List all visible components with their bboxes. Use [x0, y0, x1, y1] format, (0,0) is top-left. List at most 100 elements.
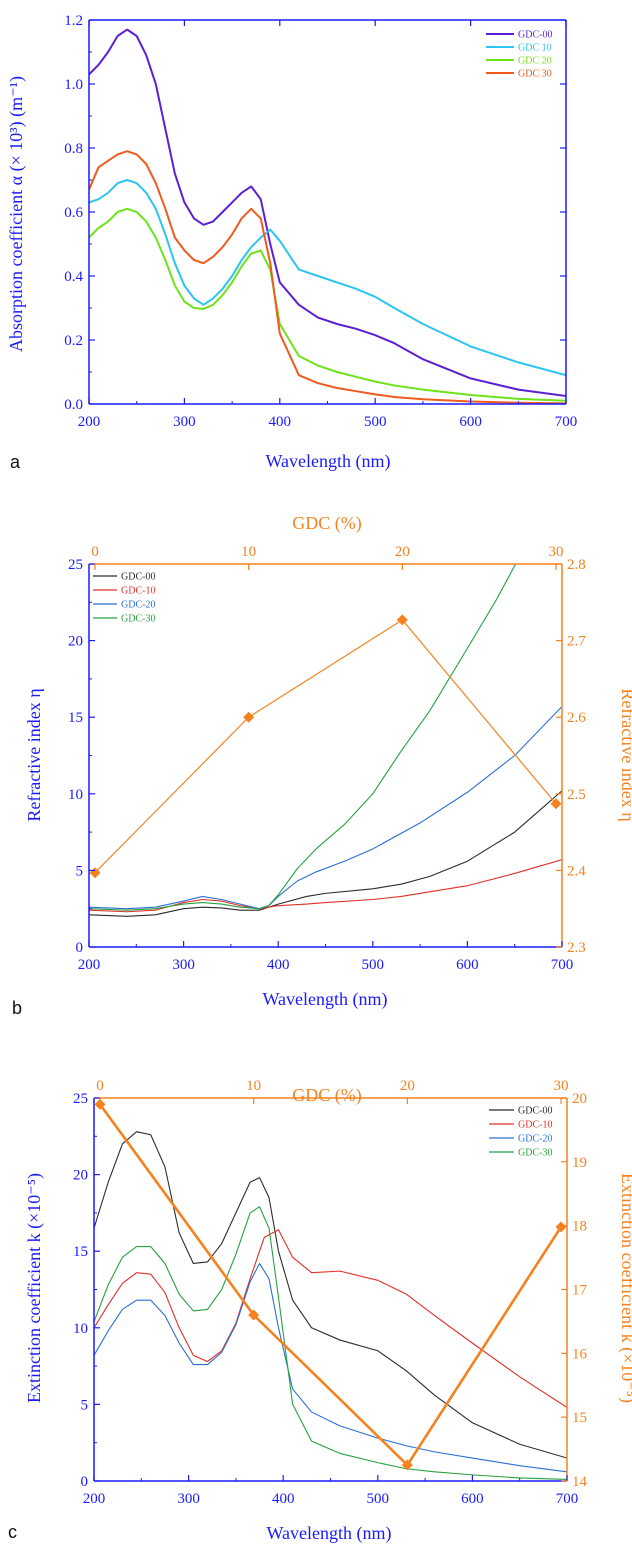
series-line	[94, 1206, 567, 1481]
x-tick-label: 400	[272, 1491, 295, 1507]
legend-label: GDC-20	[121, 600, 155, 611]
y-tick-label: 0.0	[64, 397, 83, 413]
panel-b-x-axis-title: Wavelength (nm)	[262, 989, 387, 1010]
legend-label: GDC-00	[518, 1106, 552, 1117]
y-tick-label: 15	[73, 1244, 88, 1260]
panel-c-x2-axis-title: GDC (%)	[292, 1085, 362, 1106]
panel-b-plot-area: 200 300 400 500 600 700 0 5 10 15 20 25 0 10 20 30 2.3 2.…	[68, 544, 586, 973]
panel-b-y-axis-title: Refractive index η	[24, 688, 44, 821]
x2-tick-label: 20	[395, 544, 410, 560]
x-tick-label: 300	[172, 957, 195, 973]
gdc-diamond-marker	[243, 711, 255, 723]
x2-tick-label: 10	[246, 1078, 261, 1094]
x2-tick-label: 10	[241, 544, 256, 560]
legend-label: GDC 20	[518, 56, 552, 67]
legend-item: GDC-10	[489, 1120, 552, 1131]
gdc-diamond-marker	[396, 614, 408, 626]
x-tick-label: 400	[267, 957, 290, 973]
y-tick-label: 10	[73, 1321, 88, 1337]
x2-tick-label: 0	[96, 1078, 104, 1094]
panel-b-legend: GDC-00 GDC-10 GDC-20 GDC-30	[93, 572, 155, 625]
y2-tick-label: 20	[572, 1091, 587, 1107]
x-tick-label: 700	[556, 1491, 579, 1507]
gdc-series-line	[94, 619, 557, 874]
y-tick-label: 0.6	[64, 205, 83, 221]
legend-item: GDC-00	[489, 1106, 552, 1117]
legend-item: GDC-20	[489, 1134, 552, 1145]
legend-label: GDC-10	[121, 586, 155, 597]
panel-a-legend: GDC-00 GDC 10 GDC 20 GDC 30	[486, 30, 552, 80]
legend-label: GDC-30	[121, 614, 155, 625]
x-tick-label: 600	[456, 957, 479, 973]
panel-c-x-axis-title: Wavelength (nm)	[266, 1523, 391, 1544]
series-group	[94, 1131, 567, 1481]
y-tick-label: 0.8	[64, 141, 83, 157]
panel-b: 200 300 400 500 600 700 0 5 10 15 20 25 0 10 20 30 2.3 2.…	[12, 513, 632, 1018]
legend-item: GDC 30	[486, 69, 552, 80]
series-line	[94, 1131, 567, 1459]
y-tick-label: 10	[68, 787, 83, 803]
x-tick-label: 300	[173, 414, 196, 430]
x-tick-label: 200	[78, 414, 101, 430]
y2-tick-label: 16	[572, 1346, 588, 1362]
series-line	[89, 859, 562, 913]
panel-a-x-axis-title: Wavelength (nm)	[265, 451, 390, 472]
legend-item: GDC-20	[93, 600, 155, 611]
panel-b-y2-axis-title: Refractive index η	[618, 688, 632, 821]
y2-tick-label: 15	[572, 1410, 587, 1426]
y-tick-label: 25	[68, 557, 83, 573]
y-tick-label: 0.4	[64, 269, 83, 285]
gdc-diamond-marker	[248, 1309, 260, 1321]
x-tick-label: 600	[459, 414, 482, 430]
x-tick-label: 200	[78, 957, 101, 973]
y-tick-label: 25	[73, 1091, 88, 1107]
y2-tick-label: 2.5	[567, 787, 586, 803]
x2-tick-label: 20	[400, 1078, 415, 1094]
legend-item: GDC-30	[489, 1148, 552, 1159]
y-tick-label: 5	[76, 863, 84, 879]
y-tick-label: 20	[68, 634, 83, 650]
y2-tick-label: 2.6	[567, 710, 586, 726]
panel-b-x2-axis-title: GDC (%)	[292, 513, 362, 534]
panel-c-letter: c	[8, 1522, 17, 1542]
x-tick-label: 700	[551, 957, 574, 973]
y2-tick-label: 14	[572, 1474, 588, 1490]
gdc-diamond-marker	[401, 1459, 413, 1471]
y2-tick-label: 2.8	[567, 557, 586, 573]
y-tick-label: 20	[73, 1168, 88, 1184]
legend-item: GDC-10	[93, 586, 155, 597]
panel-b-letter: b	[12, 998, 22, 1018]
y-tick-label: 5	[81, 1397, 89, 1413]
gdc-diamond-marker	[555, 1221, 567, 1233]
y-tick-label: 1.0	[64, 77, 83, 93]
y2-tick-label: 17	[572, 1283, 588, 1299]
series-line	[89, 150, 566, 404]
x-tick-label: 600	[461, 1491, 484, 1507]
y-tick-label: 0.2	[64, 333, 83, 349]
legend-item: GDC-00	[486, 30, 552, 41]
y2-tick-label: 2.7	[567, 634, 586, 650]
x-tick-label: 500	[364, 414, 387, 430]
legend-label: GDC-30	[518, 1148, 552, 1159]
y2-tick-label: 18	[572, 1219, 587, 1235]
x-tick-label: 200	[83, 1491, 106, 1507]
legend-label: GDC 10	[518, 43, 552, 54]
legend-label: GDC 30	[518, 69, 552, 80]
gdc-diamond-marker	[550, 798, 562, 810]
panel-a: 200 300 400 500 600 7000.00.20.40.60.81.01.2 …	[6, 13, 577, 472]
x-tick-label: 700	[555, 414, 578, 430]
series-group	[89, 28, 566, 404]
panel-a-letter: a	[10, 452, 21, 472]
legend-label: GDC-20	[518, 1134, 552, 1145]
x2-tick-label: 0	[91, 544, 99, 560]
x-tick-label: 500	[367, 1491, 390, 1507]
y2-tick-label: 2.3	[567, 940, 586, 956]
y-tick-label: 0	[81, 1474, 89, 1490]
series-line	[94, 1229, 567, 1408]
series-line	[89, 28, 566, 397]
legend-item: GDC 10	[486, 43, 552, 54]
x-tick-label: 500	[362, 957, 385, 973]
y2-tick-label: 2.4	[567, 863, 586, 879]
